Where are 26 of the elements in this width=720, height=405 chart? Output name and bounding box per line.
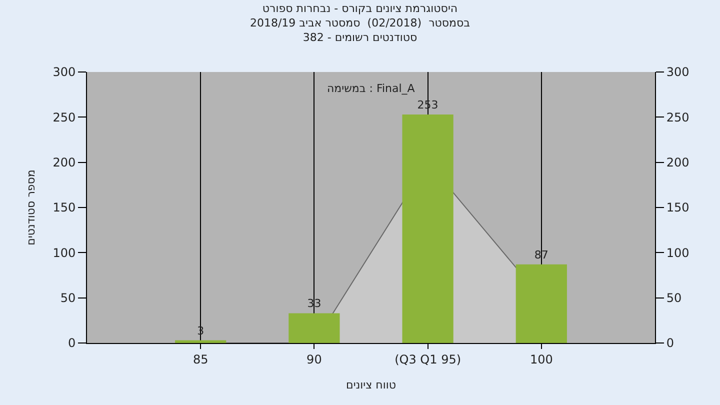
x-tick-label: 100 (530, 352, 553, 366)
y2-tick-label: 200 (666, 156, 690, 170)
y-tick-label: 0 (68, 336, 76, 350)
x-tick-label: 85 (192, 352, 208, 366)
y2-tick-label: 0 (666, 336, 674, 350)
y2-tick-label: 50 (666, 291, 682, 306)
y-tick-label: 250 (52, 110, 76, 124)
bar (175, 340, 226, 343)
x-tick-label: 90 (306, 352, 322, 366)
y-tick-label: 100 (52, 246, 76, 260)
y2-tick-label: 300 (666, 65, 690, 80)
y2-tick-label: 100 (666, 246, 690, 260)
y-tick-label: 50 (60, 291, 76, 306)
bar (402, 114, 454, 343)
annotation: במשימה : Final_A (327, 82, 416, 95)
x-tick-label: (Q3 Q1 95) (394, 352, 462, 366)
x-axis-title: טווח ציונים (346, 378, 396, 392)
y-tick-label: 200 (52, 156, 76, 170)
bar (516, 264, 567, 343)
y2-tick-label: 150 (666, 200, 690, 215)
y-tick-label: 300 (52, 65, 76, 80)
y-tick-label: 150 (52, 200, 76, 215)
y2-tick-label: 250 (666, 110, 690, 124)
bar (288, 313, 340, 343)
y-axis-title: מספר סטודנטים (24, 170, 38, 246)
chart-title: היסטוגרמת ציונים בקורס - נבחרות ספורט בסמסטר (02/2018) סמסטר אביב 2018/19 סטודנטים רשומים - 382 (250, 2, 470, 44)
